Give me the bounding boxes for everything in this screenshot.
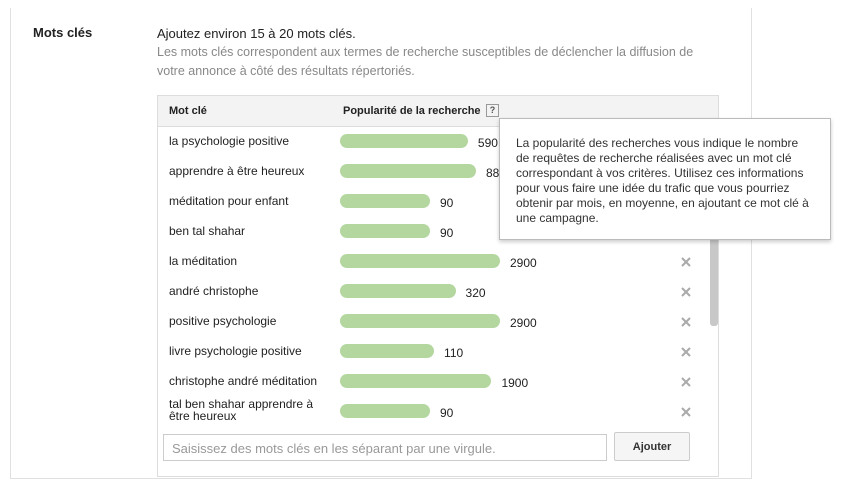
remove-icon[interactable]: [680, 286, 692, 298]
popularity-value: 110: [444, 346, 464, 360]
popularity-bar: [340, 164, 476, 178]
keyword: la méditation: [169, 254, 238, 268]
help-icon[interactable]: ?: [486, 104, 499, 117]
keyword: christophe andré méditation: [169, 374, 318, 388]
popularity-bar: [340, 254, 500, 268]
popularity-value: 90: [440, 226, 454, 240]
keyword-row: la méditation 2900: [158, 247, 708, 277]
keyword-row: livre psychologie positive 110: [158, 337, 708, 367]
intro: Ajoutez environ 15 à 20 mots clés.: [157, 26, 356, 41]
keyword: méditation pour enfant: [169, 194, 289, 208]
keyword: apprendre à être heureux: [169, 164, 305, 178]
popularity-value: 1900: [501, 376, 529, 390]
keyword-row: positive psychologie 2900: [158, 307, 708, 337]
popularity-bar: [340, 314, 500, 328]
popularity-value: 2900: [509, 316, 537, 330]
add-button[interactable]: Ajouter: [614, 432, 690, 461]
keyword: la psychologie positive: [169, 134, 290, 148]
remove-icon-stroke: [681, 377, 691, 387]
popularity-bar: [340, 374, 492, 388]
popularity-value: 90: [440, 406, 454, 420]
popularity-bar: [340, 404, 430, 418]
popularity-bar: [340, 134, 468, 148]
keyword-row: andré christophe 320: [158, 277, 708, 307]
popularity-value: 320: [465, 286, 486, 300]
keyword-row: christophe andré méditation 1900: [158, 367, 708, 397]
popularity-bar: [340, 284, 456, 298]
remove-icon[interactable]: [680, 256, 692, 268]
popularity-value: 590: [477, 136, 498, 150]
tooltip: La popularité des recherches vous indiqu…: [499, 118, 831, 240]
remove-icon-stroke: [681, 287, 691, 297]
keyword-row: tal ben shahar apprendre à être heureux 9…: [158, 397, 708, 427]
remove-icon[interactable]: [680, 376, 692, 388]
popularity-bar: [340, 194, 430, 208]
column-header: Mot clé: [169, 105, 207, 117]
keyword: ben tal shahar: [169, 224, 246, 238]
keyword-row: méditation pour enfant 90: [158, 187, 708, 217]
popularity-value: 90: [440, 196, 454, 210]
section-label: Mots clés: [33, 25, 93, 40]
remove-icon-stroke: [681, 257, 691, 267]
remove-icon-stroke: [681, 407, 691, 417]
column-header: Popularité de la recherche: [343, 105, 481, 117]
popularity-bar: [340, 344, 435, 358]
remove-icon[interactable]: [680, 406, 692, 418]
intro-detail: Les mots clés correspondent aux termes d…: [157, 45, 694, 78]
keyword-input[interactable]: Saisissez des mots clés en les séparant …: [163, 434, 607, 461]
remove-icon[interactable]: [680, 316, 692, 328]
keyword: livre psychologie positive: [169, 344, 302, 358]
remove-icon-stroke: [681, 347, 691, 357]
remove-icon[interactable]: [680, 346, 692, 358]
popularity-value: 2900: [509, 256, 537, 270]
keyword: positive psychologie: [169, 314, 277, 328]
keyword: andré christophe: [169, 284, 259, 298]
popularity-bar: [340, 224, 430, 238]
keyword-row: la psychologie positive 590: [158, 127, 708, 157]
rows: la psychologie positive 590 apprendre à êt…: [158, 127, 718, 427]
remove-icon-stroke: [681, 317, 691, 327]
keyword: tal ben shahar apprendre à être heureux: [169, 397, 314, 423]
